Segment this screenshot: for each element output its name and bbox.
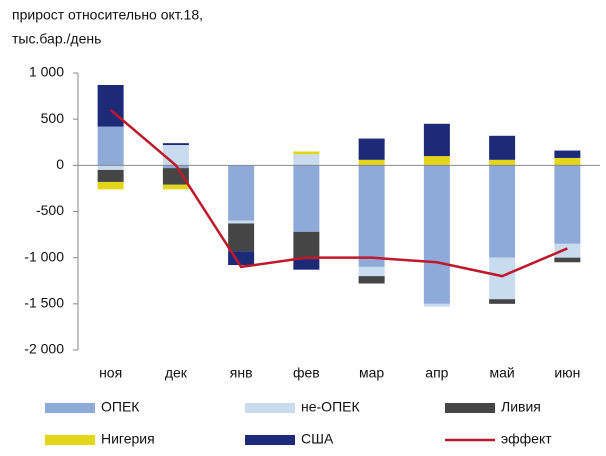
bar-segment: [423, 123, 450, 157]
legend-swatch: [45, 403, 95, 413]
bar-segment: [554, 157, 581, 166]
x-tick-label: ноя: [99, 365, 122, 381]
bar-segment: [228, 165, 255, 221]
bar-segment: [489, 299, 516, 304]
y-tick-label: -1 500: [24, 295, 64, 311]
axis-label: прирост относительно окт.18,: [12, 7, 203, 23]
legend-label: не-ОПЕК: [301, 399, 360, 415]
bar-segment: [358, 165, 385, 267]
bar-segment: [293, 154, 320, 166]
bar-segment: [423, 156, 450, 166]
bar-segment: [423, 165, 450, 304]
bar-segment: [228, 220, 255, 224]
bar-segment: [293, 231, 320, 260]
axis-label: тыс.бар./день: [12, 31, 101, 47]
bar-segment: [97, 165, 124, 170]
bar-segment: [554, 165, 581, 244]
bar-segment: [293, 259, 320, 270]
effect-line: [109, 108, 568, 278]
x-tick-label: июн: [554, 365, 580, 381]
x-tick-label: апр: [425, 365, 448, 381]
bar-segment: [423, 303, 450, 307]
bar-segment: [489, 257, 516, 300]
y-tick-label: -1 000: [24, 248, 64, 264]
legend-label: Ливия: [501, 399, 541, 415]
bar-segment: [97, 126, 124, 166]
bar-segment: [358, 266, 385, 277]
x-tick-label: дек: [165, 365, 188, 381]
bar-segment: [358, 276, 385, 284]
legend-swatch: [45, 435, 95, 445]
bar-segment: [293, 151, 320, 155]
legend-swatch: [445, 403, 495, 413]
legend-label: США: [301, 431, 334, 447]
y-tick-label: 500: [41, 110, 65, 126]
y-tick-label: 0: [56, 156, 64, 172]
bar-segment: [97, 169, 124, 182]
bar-segment: [554, 150, 581, 158]
bar-segment: [162, 143, 189, 146]
x-tick-label: фев: [293, 365, 320, 381]
bar-segment: [489, 135, 516, 160]
bar-segment: [162, 168, 189, 185]
legend-label: ОПЕК: [101, 399, 140, 415]
bar-segment: [162, 145, 189, 166]
bar-segment: [554, 243, 581, 258]
bar-segment: [97, 85, 124, 127]
bar-segment: [228, 223, 255, 252]
legend-swatch: [245, 435, 295, 445]
x-tick-label: май: [490, 365, 515, 381]
y-tick-label: -2 000: [24, 341, 64, 357]
bar-segment: [162, 184, 189, 190]
bar-segment: [554, 257, 581, 263]
legend-label: Нигерия: [101, 431, 155, 447]
bar-segment: [489, 165, 516, 258]
x-tick-label: янв: [230, 365, 253, 381]
y-tick-label: 1 000: [29, 64, 64, 80]
bar-segment: [489, 159, 516, 166]
y-tick-label: -500: [36, 202, 64, 218]
x-tick-label: мар: [359, 365, 384, 381]
bar-segment: [358, 138, 385, 160]
bar-segment: [293, 165, 320, 232]
bar-segment: [358, 159, 385, 166]
legend-label: эффект: [501, 431, 552, 447]
legend-swatch: [245, 403, 295, 413]
bar-segment: [97, 181, 124, 190]
